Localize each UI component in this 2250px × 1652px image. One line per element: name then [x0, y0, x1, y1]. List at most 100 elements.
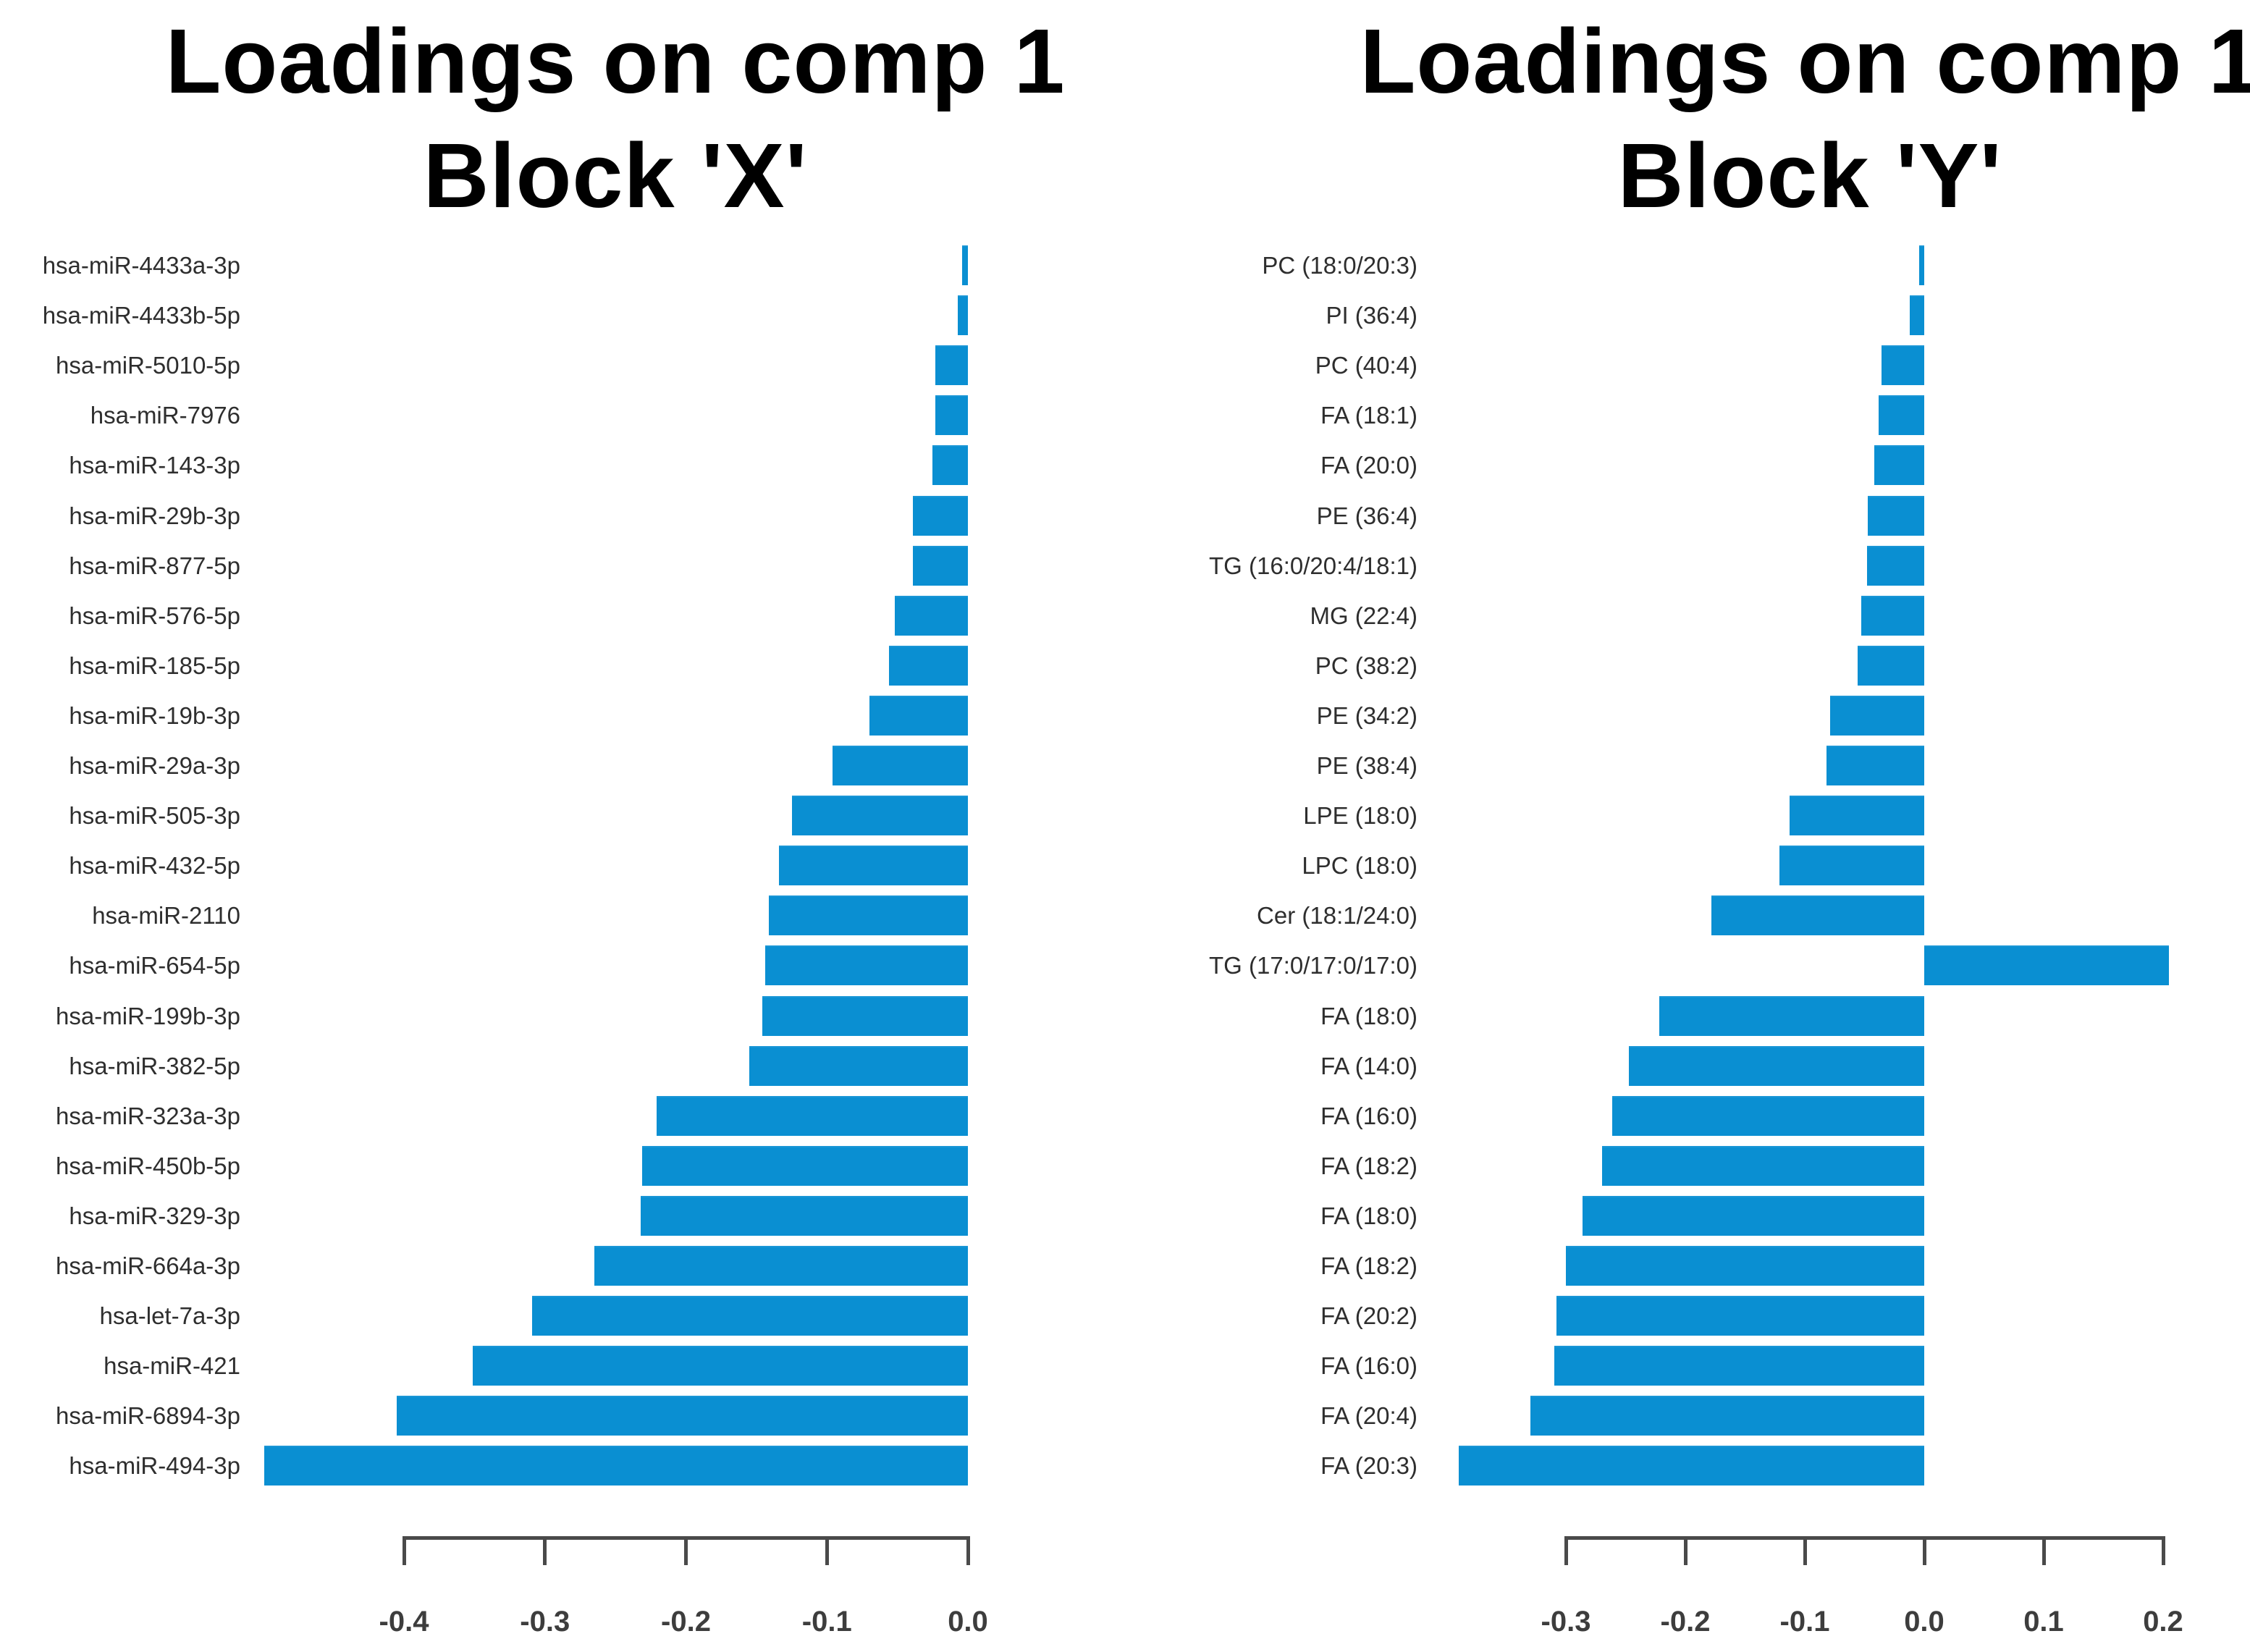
category-label: FA (20:3) — [1320, 1452, 1417, 1480]
category-label: FA (14:0) — [1320, 1052, 1417, 1079]
bar — [1874, 445, 1924, 486]
bar — [1866, 545, 1924, 586]
category-label: FA (16:0) — [1320, 1352, 1417, 1380]
axis-tick-label: 0.2 — [2143, 1606, 2183, 1638]
category-label: hsa-miR-494-3p — [69, 1452, 240, 1480]
bar — [1566, 1246, 1924, 1286]
category-label: hsa-miR-576-5p — [69, 602, 240, 629]
bar — [1779, 846, 1924, 886]
category-label: PC (40:4) — [1315, 352, 1417, 379]
chart-title-block-y: Loadings on comp 1 Block 'Y' — [1339, 4, 2250, 233]
axis-tick-label: -0.2 — [661, 1606, 711, 1638]
bar — [656, 1095, 968, 1136]
bar — [473, 1346, 968, 1386]
category-label: hsa-miR-2110 — [92, 902, 240, 930]
category-label: hsa-miR-4433b-5p — [42, 302, 240, 329]
category-label: FA (18:0) — [1320, 1002, 1417, 1029]
category-label: hsa-miR-143-3p — [69, 452, 240, 479]
axis-tick — [1683, 1536, 1688, 1565]
category-label: hsa-miR-329-3p — [69, 1202, 240, 1229]
bar — [642, 1145, 968, 1186]
bar — [1868, 495, 1924, 536]
bar — [1857, 645, 1924, 686]
bar — [779, 846, 968, 886]
category-label: FA (20:4) — [1320, 1402, 1417, 1430]
category-label: FA (20:0) — [1320, 452, 1417, 479]
axis-tick — [1922, 1536, 1926, 1565]
category-label: FA (18:2) — [1320, 1252, 1417, 1279]
axis-tick — [684, 1536, 688, 1565]
bar — [913, 495, 968, 536]
bar — [932, 445, 968, 486]
bar — [1629, 1045, 1924, 1086]
bar — [769, 895, 968, 936]
category-label: Cer (18:1/24:0) — [1257, 902, 1417, 930]
bar — [935, 395, 968, 436]
bar — [958, 295, 968, 336]
axis-tick — [543, 1536, 547, 1565]
bar — [641, 1195, 968, 1236]
category-label: hsa-miR-654-5p — [69, 952, 240, 979]
bar — [1612, 1095, 1924, 1136]
bar — [1556, 1296, 1924, 1336]
bar — [1919, 245, 1924, 285]
category-label: hsa-miR-4433a-3p — [42, 252, 240, 279]
chart-subtitle: Block 'Y' — [1617, 125, 2002, 227]
bar — [1789, 796, 1924, 836]
category-label: MG (22:4) — [1310, 602, 1417, 629]
chart-title: Loadings on comp 1 — [1360, 10, 2250, 112]
category-label: FA (16:0) — [1320, 1102, 1417, 1129]
category-label: hsa-miR-382-5p — [69, 1052, 240, 1079]
chart-title-block-x: Loadings on comp 1 Block 'X' — [145, 4, 1086, 233]
bar — [1826, 746, 1924, 785]
category-label: TG (17:0/17:0/17:0) — [1209, 952, 1417, 979]
axis-tick-label: -0.3 — [520, 1606, 570, 1638]
category-label: hsa-miR-877-5p — [69, 552, 240, 579]
category-label: hsa-miR-432-5p — [69, 852, 240, 880]
bar — [869, 695, 968, 736]
axis-tick-label: -0.2 — [1660, 1606, 1711, 1638]
bar — [1910, 295, 1924, 336]
bar — [1881, 345, 1924, 386]
bar — [894, 595, 968, 636]
category-label: hsa-miR-450b-5p — [56, 1152, 240, 1179]
bar — [1861, 595, 1924, 636]
bar — [264, 1446, 968, 1486]
bar — [749, 1045, 968, 1086]
category-label: FA (18:1) — [1320, 402, 1417, 429]
category-label: FA (18:0) — [1320, 1202, 1417, 1229]
category-label: hsa-miR-29b-3p — [69, 502, 240, 529]
axis-tick — [966, 1536, 970, 1565]
bar — [532, 1296, 968, 1336]
axis-tick — [825, 1536, 829, 1565]
bar — [888, 645, 968, 686]
category-label: hsa-let-7a-3p — [99, 1302, 240, 1330]
bar — [397, 1396, 968, 1436]
bar — [1601, 1145, 1924, 1186]
axis-tick-label: 0.1 — [2023, 1606, 2064, 1638]
bar — [1458, 1446, 1924, 1486]
category-label: TG (16:0/20:4/18:1) — [1209, 552, 1417, 579]
category-label: LPE (18:0) — [1303, 802, 1417, 830]
bar — [1583, 1195, 1924, 1236]
axis-tick-label: 0.0 — [1904, 1606, 1944, 1638]
bar — [764, 945, 968, 986]
category-label: FA (20:2) — [1320, 1302, 1417, 1330]
category-label: hsa-miR-199b-3p — [56, 1002, 240, 1029]
category-label: PC (38:2) — [1315, 652, 1417, 679]
x-axis-line — [1566, 1536, 2163, 1540]
axis-tick-label: -0.4 — [379, 1606, 429, 1638]
bar — [913, 545, 968, 586]
category-label: PE (34:2) — [1316, 701, 1417, 729]
category-label: FA (18:2) — [1320, 1152, 1417, 1179]
category-label: hsa-miR-421 — [104, 1352, 240, 1380]
bar — [1530, 1396, 1924, 1436]
category-label: hsa-miR-505-3p — [69, 802, 240, 830]
category-label: PE (38:4) — [1316, 752, 1417, 779]
axis-tick-label: -0.1 — [801, 1606, 852, 1638]
category-label: PE (36:4) — [1316, 502, 1417, 529]
category-label: hsa-miR-6894-3p — [56, 1402, 240, 1430]
bar — [594, 1246, 968, 1286]
